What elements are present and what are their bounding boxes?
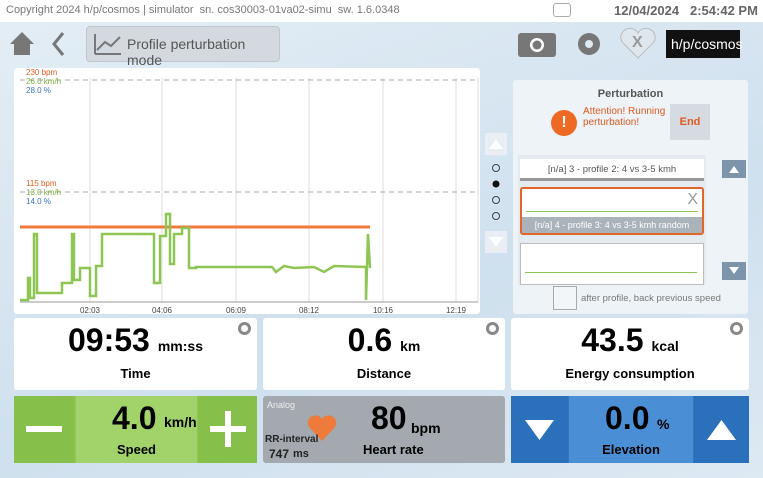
metric-unit: kcal [651,338,679,354]
logo: h/p/cosmos [666,30,743,58]
metric-value: 0.6 [347,322,393,358]
mode-icon [94,34,121,55]
graph [20,78,479,303]
time: 2:54:42 PM [690,3,758,18]
metric-tile: 09:53 mm:ss Time [14,318,257,390]
graph-panel [14,68,480,314]
perturbation-panel: Perturbation ! Attention! Running pertur… [513,80,748,314]
speed-plus[interactable] [198,396,257,463]
mode-button[interactable]: Profile perturbation mode [86,26,280,68]
axis-label: 14.0 % [26,197,51,206]
elevation-panel: 0.0 % Elevation [511,396,749,463]
rr-value: 747 [269,447,290,461]
axis-label: 28.0 % [26,86,51,95]
rr-unit: ms [293,448,309,460]
metric-row: 0.6 km [263,322,505,359]
profile-item[interactable]: [n/a] 3 - profile 2: 4 vs 3-5 kmh [520,159,704,181]
toolbar-icons [10,27,656,59]
metric-row: 43.5 kcal [511,322,749,359]
metric-row: 09:53 mm:ss [14,322,257,359]
axis-label: 13.0 km/h [26,188,62,197]
metric-label: Time [120,366,151,381]
metric-tile: 43.5 kcal Energy consumption [511,318,749,390]
elevation-display: 0.0 % Elevation [569,396,693,463]
heart-badge-text: X [632,34,643,51]
elevation-down[interactable] [511,396,568,463]
heart-label: Heart rate [363,442,424,457]
checkbox-label: after profile, back previous speed [581,293,721,304]
speed-trace [20,212,372,302]
mid-labels: 115 bpm 13.0 km/h 14.0 % [26,179,61,206]
metric-value: 43.5 [581,322,644,358]
speed-minus[interactable] [14,396,74,463]
end-button[interactable]: End [670,104,710,140]
x-label: 02:03 [79,306,101,315]
speed-label: Speed [116,442,156,457]
speed-display: 4.0 km/h Speed [76,396,197,463]
heart-unit: bpm [411,420,441,436]
metric-value: 09:53 [68,322,150,358]
profile-name: [n/a] 4 - profile 3: 4 vs 3-5 kmh random [522,217,702,233]
x-label: 04:06 [151,306,173,315]
remove-button[interactable]: X [687,191,698,208]
axis-label: 115 bpm [26,179,57,188]
heart-value: 80 [371,400,407,436]
axis-label: 26.0 km/h [26,77,62,86]
x-label: 12:19 [445,306,467,315]
metric-unit: km [400,338,421,354]
axis-label: 230 bpm [26,68,58,77]
grid [89,78,479,302]
x-label: 10:16 [372,306,394,315]
speed-panel: 4.0 km/h Speed [14,396,257,463]
elevation-unit: % [657,416,670,432]
speed-unit: km/h [164,414,197,430]
tile-settings[interactable] [730,322,743,335]
heart-badge [620,27,656,59]
elevation-label: Elevation [602,442,660,457]
x-label: 08:12 [298,306,320,315]
status-bar: Copyright 2024 h/p/cosmos | simulator sn… [0,0,763,22]
speed-value: 4.0 [112,400,157,436]
heart-panel: Analog RR-interval 747 ms 80 bpm Heart r… [263,396,505,463]
list-scroller [722,160,746,280]
profile-list: [n/a] 3 - profile 2: 4 vs 3-5 kmh X [n/a… [518,155,706,285]
metric-unit: mm:ss [157,338,203,354]
heart-source: Analog [267,400,296,410]
metric-tile: 0.6 km Distance [263,318,505,390]
top-labels: 230 bpm 26.0 km/h 28.0 % [26,68,61,95]
profile-item-selected[interactable]: X [n/a] 4 - profile 3: 4 vs 3-5 kmh rand… [520,187,704,235]
page-scroller [485,133,507,253]
elevation-value: 0.0 [605,400,650,436]
wifi-icon [553,3,571,17]
warning-icon: ! [551,110,577,136]
perturbation-title: Perturbation [597,88,664,100]
tile-settings[interactable] [238,322,251,335]
rr-label: RR-interval [265,434,319,445]
metric-label: Distance [356,366,412,381]
heart-icon [307,415,337,441]
mode-label: Profile perturbation mode [127,36,246,68]
checkbox[interactable] [553,286,577,310]
x-label: 06:09 [225,306,247,315]
elevation-up[interactable] [694,396,749,463]
metric-label: Energy consumption [565,366,695,381]
date: 12/04/2024 [614,3,680,18]
home-button[interactable] [10,32,34,55]
warning-text: Attention! Running perturbation! [583,106,666,128]
back-button[interactable] [52,32,65,56]
copyright: Copyright 2024 h/p/cosmos | simulator sn… [6,4,400,16]
profile-item[interactable] [520,243,704,285]
tile-settings[interactable] [486,322,499,335]
